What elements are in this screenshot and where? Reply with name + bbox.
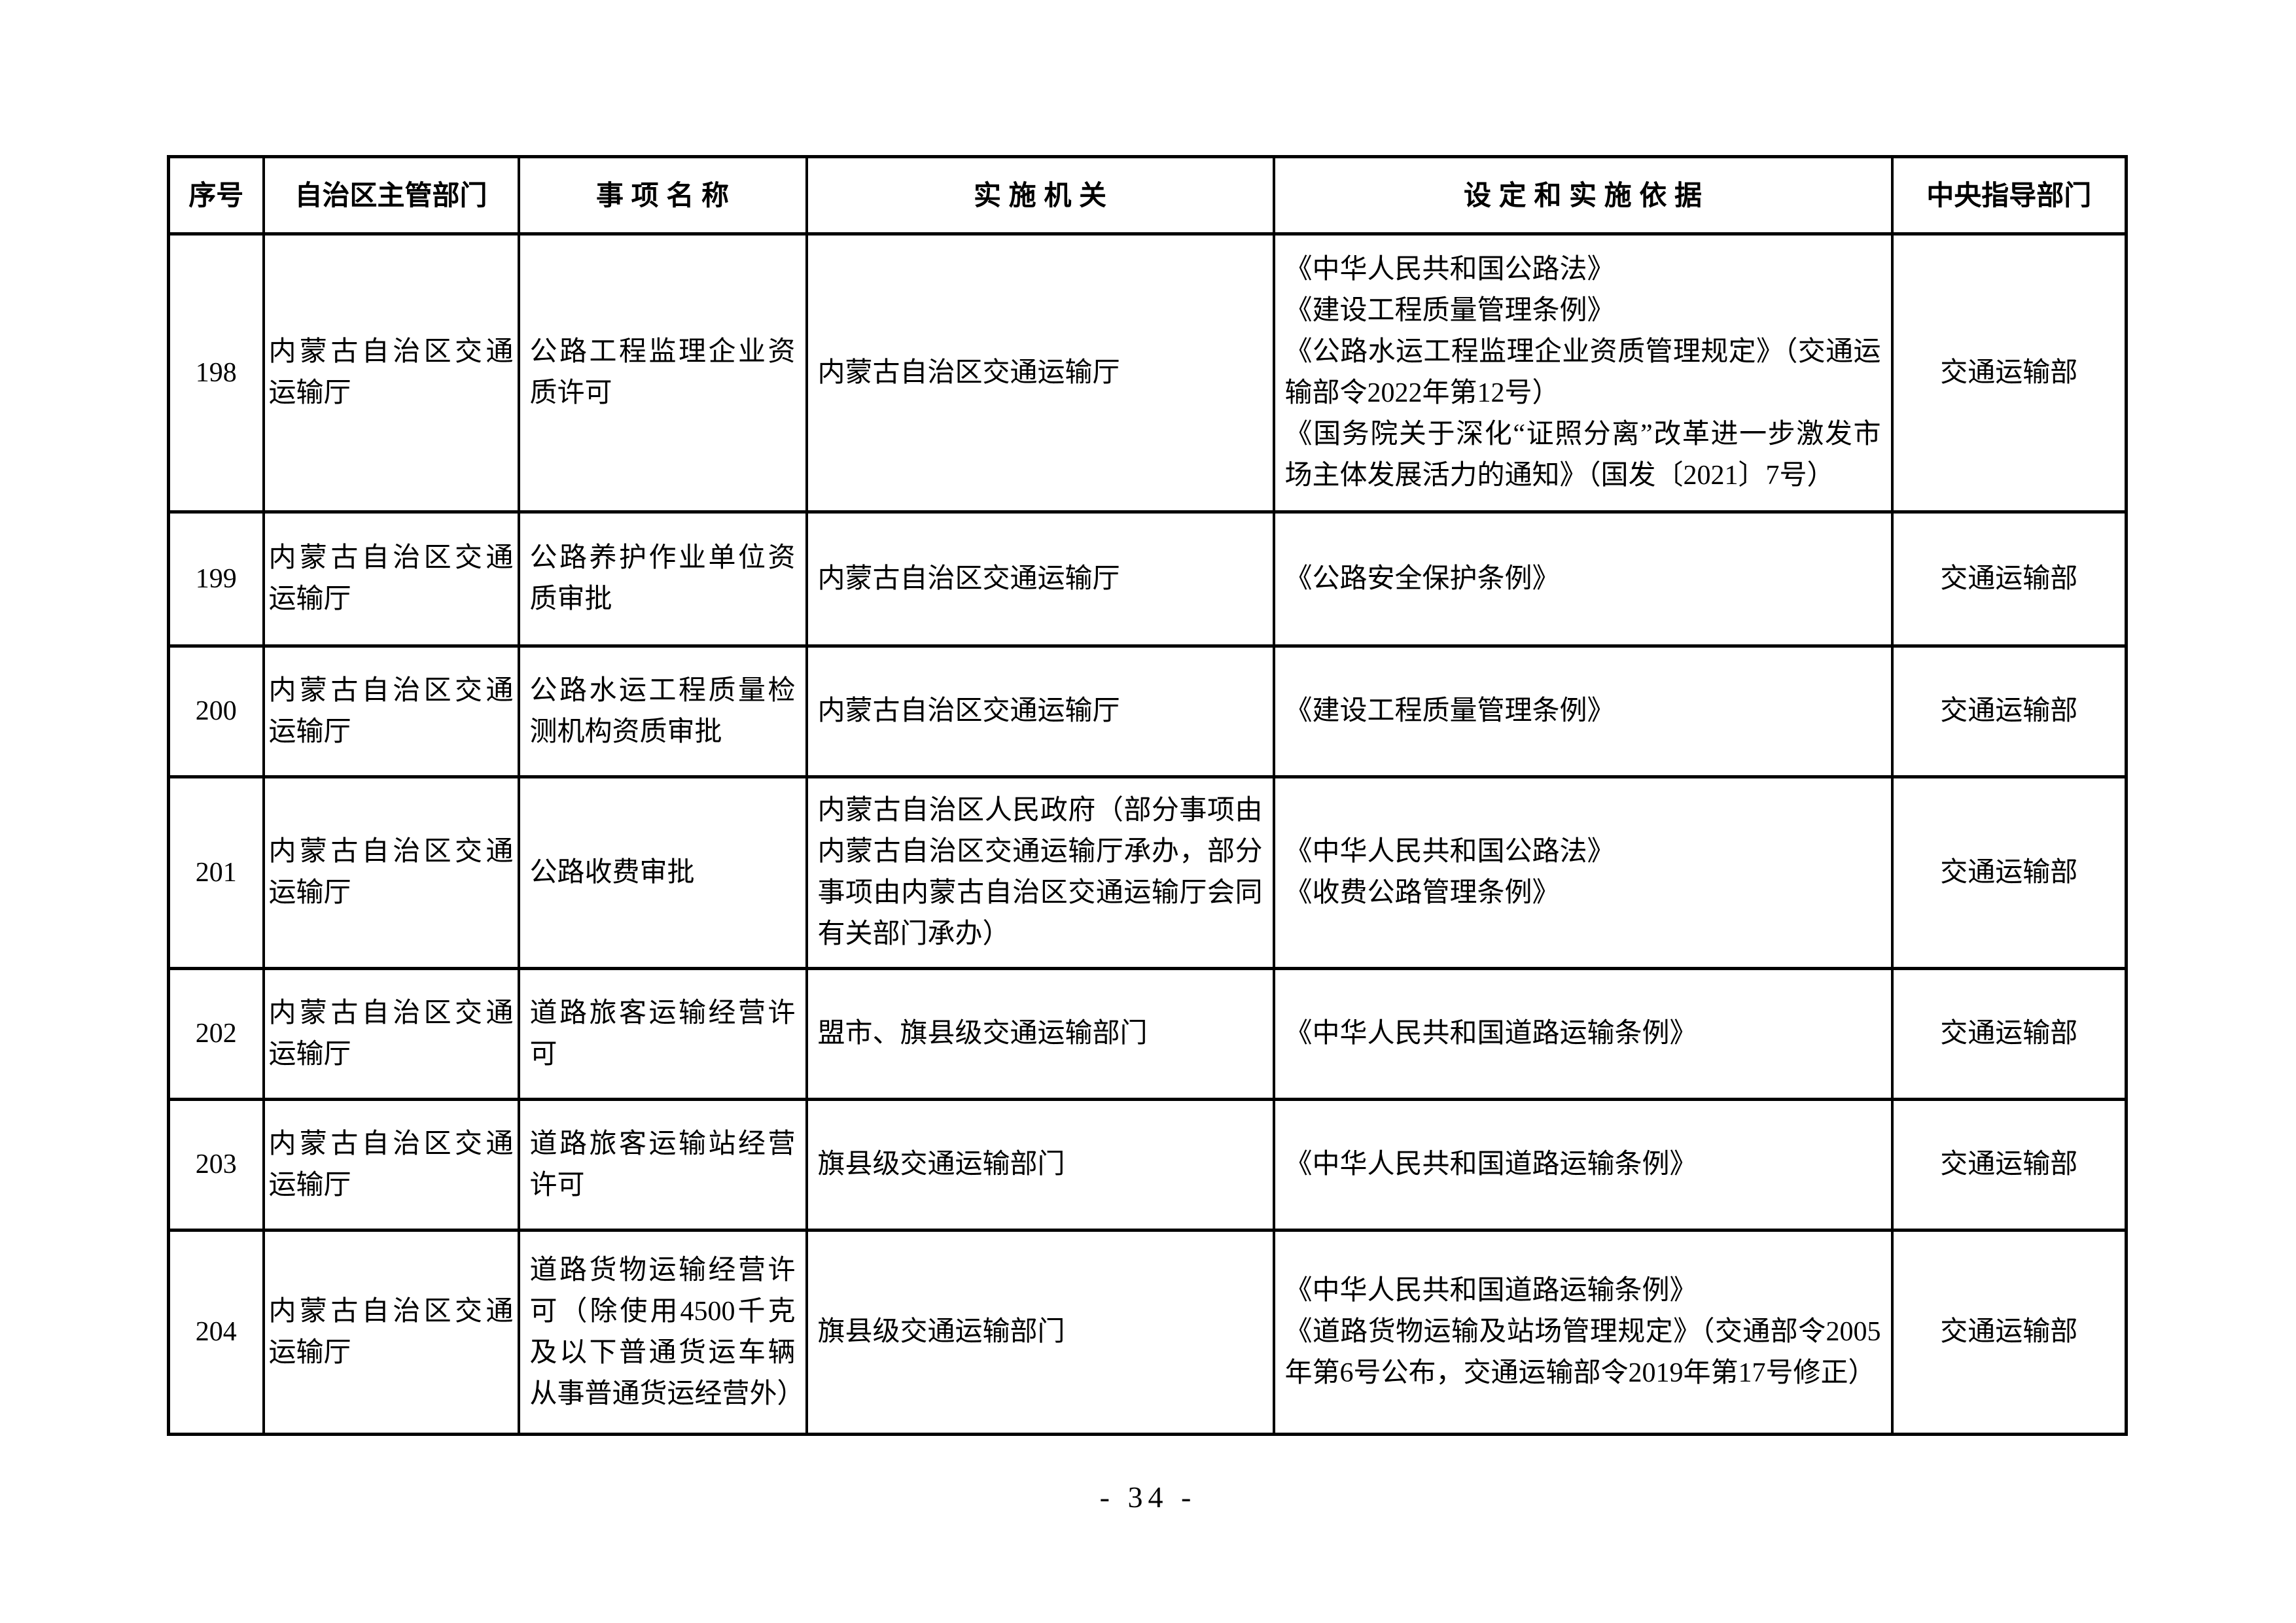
col-header-basis: 设 定 和 实 施 依 据 [1272, 155, 1894, 236]
cell-agency: 盟市、旗县级交通运输部门 [805, 967, 1275, 1101]
cell-agency: 旗县级交通运输部门 [805, 1098, 1275, 1232]
basis-line: 《道路货物运输及站场管理规定》（交通部令2005年第6号公布，交通运输部令201… [1284, 1317, 1881, 1388]
basis-line: 《建设工程质量管理条例》 [1284, 696, 1615, 726]
cell-dept: 内蒙古自治区交通运输厅 [262, 1229, 520, 1436]
table-row-202: 202 内蒙古自治区交通运输厅 道路旅客运输经营许可 盟市、旗县级交通运输部门 … [167, 967, 2128, 1101]
cell-agency: 内蒙古自治区交通运输厅 [805, 644, 1275, 778]
basis-line: 《中华人民共和国道路运输条例》 [1284, 1276, 1697, 1306]
cell-dept: 内蒙古自治区交通运输厅 [262, 1098, 520, 1232]
cell-agency: 内蒙古自治区交通运输厅 [805, 232, 1275, 514]
table-row-200: 200 内蒙古自治区交通运输厅 公路水运工程质量检测机构资质审批 内蒙古自治区交… [167, 644, 2128, 778]
cell-item: 道路旅客运输经营许可 [517, 967, 808, 1101]
cell-seq: 204 [167, 1229, 265, 1436]
cell-dept: 内蒙古自治区交通运输厅 [262, 232, 520, 514]
cell-item: 公路养护作业单位资质审批 [517, 510, 808, 648]
cell-seq: 198 [167, 232, 265, 514]
basis-line: 《建设工程质量管理条例》 [1284, 296, 1615, 326]
col-header-seq: 序号 [167, 155, 265, 236]
basis-line: 《中华人民共和国公路法》 [1284, 837, 1615, 867]
cell-item: 道路旅客运输站经营许可 [517, 1098, 808, 1232]
table-row-203: 203 内蒙古自治区交通运输厅 道路旅客运输站经营许可 旗县级交通运输部门 《中… [167, 1098, 2128, 1232]
table-row-198: 198 内蒙古自治区交通运输厅 公路工程监理企业资质许可 内蒙古自治区交通运输厅… [167, 232, 2128, 514]
cell-basis: 《中华人民共和国公路法》 《建设工程质量管理条例》 《公路水运工程监理企业资质管… [1272, 232, 1894, 514]
cell-seq: 199 [167, 510, 265, 648]
cell-item: 公路工程监理企业资质许可 [517, 232, 808, 514]
cell-agency: 旗县级交通运输部门 [805, 1229, 1275, 1436]
cell-central: 交通运输部 [1890, 644, 2128, 778]
table-row-204: 204 内蒙古自治区交通运输厅 道路货物运输经营许可（除使用4500千克及以下普… [167, 1229, 2128, 1436]
col-header-central: 中央指导部门 [1890, 155, 2128, 236]
cell-central: 交通运输部 [1890, 1229, 2128, 1436]
basis-line: 《中华人民共和国道路运输条例》 [1284, 1149, 1697, 1179]
col-header-item: 事 项 名 称 [517, 155, 808, 236]
cell-seq: 200 [167, 644, 265, 778]
basis-line: 《中华人民共和国公路法》 [1284, 254, 1615, 285]
basis-line: 《公路水运工程监理企业资质管理规定》（交通运输部令2022年第12号） [1284, 337, 1881, 408]
col-header-agency: 实 施 机 关 [805, 155, 1275, 236]
basis-line: 《国务院关于深化“证照分离”改革进一步激发市场主体发展活力的通知》（国发〔202… [1284, 419, 1881, 491]
basis-line: 《中华人民共和国道路运输条例》 [1284, 1019, 1697, 1049]
basis-line: 《公路安全保护条例》 [1284, 563, 1560, 594]
page-number: - 34 - [1099, 1480, 1197, 1514]
cell-item: 公路水运工程质量检测机构资质审批 [517, 644, 808, 778]
cell-agency: 内蒙古自治区人民政府（部分事项由内蒙古自治区交通运输厅承办，部分事项由内蒙古自治… [805, 775, 1275, 970]
cell-dept: 内蒙古自治区交通运输厅 [262, 775, 520, 970]
cell-central: 交通运输部 [1890, 967, 2128, 1101]
cell-seq: 202 [167, 967, 265, 1101]
cell-seq: 201 [167, 775, 265, 970]
cell-central: 交通运输部 [1890, 775, 2128, 970]
cell-dept: 内蒙古自治区交通运输厅 [262, 644, 520, 778]
licensing-items-table: 序号 自治区主管部门 事 项 名 称 实 施 机 关 设 定 和 实 施 依 据… [167, 155, 2128, 1436]
cell-central: 交通运输部 [1890, 232, 2128, 514]
cell-basis: 《中华人民共和国道路运输条例》 [1272, 1098, 1894, 1232]
basis-line: 《收费公路管理条例》 [1284, 878, 1560, 908]
cell-basis: 《建设工程质量管理条例》 [1272, 644, 1894, 778]
cell-agency: 内蒙古自治区交通运输厅 [805, 510, 1275, 648]
cell-central: 交通运输部 [1890, 510, 2128, 648]
cell-seq: 203 [167, 1098, 265, 1232]
table-row-201: 201 内蒙古自治区交通运输厅 公路收费审批 内蒙古自治区人民政府（部分事项由内… [167, 775, 2128, 970]
col-header-dept: 自治区主管部门 [262, 155, 520, 236]
table-row-199: 199 内蒙古自治区交通运输厅 公路养护作业单位资质审批 内蒙古自治区交通运输厅… [167, 510, 2128, 648]
cell-basis: 《中华人民共和国道路运输条例》 [1272, 967, 1894, 1101]
cell-basis: 《中华人民共和国道路运输条例》 《道路货物运输及站场管理规定》（交通部令2005… [1272, 1229, 1894, 1436]
cell-item: 道路货物运输经营许可（除使用4500千克及以下普通货运车辆从事普通货运经营外） [517, 1229, 808, 1436]
table-header-row: 序号 自治区主管部门 事 项 名 称 实 施 机 关 设 定 和 实 施 依 据… [167, 155, 2128, 236]
cell-basis: 《中华人民共和国公路法》 《收费公路管理条例》 [1272, 775, 1894, 970]
cell-item: 公路收费审批 [517, 775, 808, 970]
cell-central: 交通运输部 [1890, 1098, 2128, 1232]
cell-basis: 《公路安全保护条例》 [1272, 510, 1894, 648]
cell-dept: 内蒙古自治区交通运输厅 [262, 510, 520, 648]
cell-dept: 内蒙古自治区交通运输厅 [262, 967, 520, 1101]
